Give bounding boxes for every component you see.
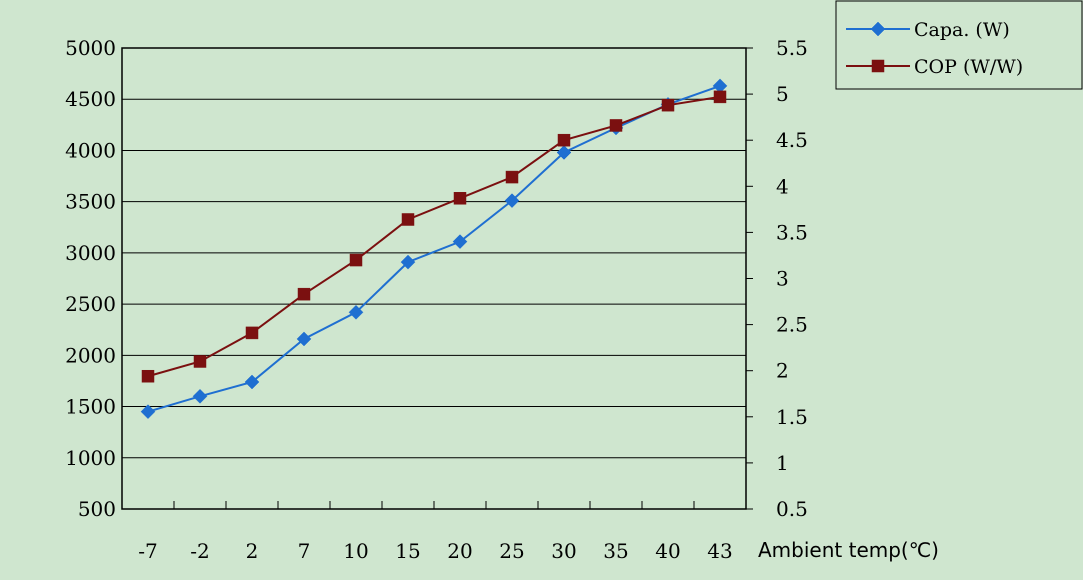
data-point-cop bbox=[297, 287, 311, 301]
y-right-tick-label: 2.5 bbox=[776, 313, 808, 337]
data-point-cop bbox=[401, 213, 415, 226]
legend-marker-capa bbox=[870, 21, 886, 37]
y-right-tick-label: 1 bbox=[776, 451, 789, 475]
x-tick-label: -2 bbox=[190, 539, 209, 563]
x-tick-label: -7 bbox=[138, 539, 157, 563]
x-tick-label: 15 bbox=[395, 539, 420, 563]
data-point-capa bbox=[244, 374, 260, 390]
y-right-tick-label: 1.5 bbox=[776, 405, 808, 429]
y-right-tick-label: 2 bbox=[776, 359, 789, 383]
data-point-capa bbox=[296, 331, 312, 347]
legend-label-cop: COP (W/W) bbox=[914, 56, 1023, 78]
data-point-capa bbox=[400, 254, 416, 270]
data-point-cop bbox=[141, 369, 155, 383]
series bbox=[140, 78, 728, 420]
y-right-tick-label: 5 bbox=[776, 82, 789, 106]
y-left-tick-label: 500 bbox=[78, 497, 116, 521]
x-tick-label: 40 bbox=[655, 539, 680, 563]
data-point-cop bbox=[453, 192, 467, 205]
legend-box bbox=[835, 0, 1083, 90]
y-right-tick-label: 4 bbox=[776, 174, 789, 198]
y-left-tick-label: 4000 bbox=[65, 138, 116, 162]
legend: Capa. (W) COP (W/W) bbox=[835, 0, 1083, 90]
axes: 500 1000 1500 2000 2500 3000 3500 4000 4500 5000 0… bbox=[65, 36, 808, 563]
x-tick-label: 20 bbox=[447, 539, 472, 563]
x-axis-label: Ambient temp(℃) bbox=[758, 538, 939, 562]
y-left-tick-label: 2500 bbox=[65, 292, 116, 316]
legend-marker-cop bbox=[871, 59, 885, 73]
data-point-cop bbox=[245, 326, 259, 340]
x-tick-label: 30 bbox=[551, 539, 576, 563]
y-right-tick-label: 3 bbox=[776, 267, 789, 291]
data-point-cop bbox=[713, 90, 727, 104]
data-point-capa bbox=[192, 388, 208, 404]
y-left-tick-label: 3500 bbox=[65, 190, 116, 214]
legend-label-capa: Capa. (W) bbox=[914, 19, 1010, 41]
y-left-tick-label: 1000 bbox=[65, 446, 116, 470]
y-left-tick-label: 3000 bbox=[65, 241, 116, 265]
y-left-tick-label: 5000 bbox=[65, 36, 116, 60]
x-tick-label: 25 bbox=[499, 539, 524, 563]
data-point-capa bbox=[140, 404, 156, 420]
data-point-cop bbox=[193, 355, 207, 368]
data-point-cop bbox=[661, 98, 675, 112]
data-point-cop bbox=[557, 133, 571, 147]
data-point-capa bbox=[504, 193, 520, 208]
x-tick-label: 2 bbox=[246, 539, 259, 563]
data-point-capa bbox=[348, 304, 364, 320]
data-point-capa bbox=[452, 234, 468, 249]
data-point-capa bbox=[556, 145, 572, 160]
x-tick-label: 7 bbox=[298, 539, 311, 563]
data-point-cop bbox=[609, 119, 623, 132]
y-right-tick-label: 3.5 bbox=[776, 220, 808, 244]
y-right-tick-label: 4.5 bbox=[776, 128, 808, 152]
y-left-tick-label: 2000 bbox=[65, 343, 116, 367]
x-tick-label: 35 bbox=[603, 539, 628, 563]
series-line-capa bbox=[147, 84, 721, 413]
y-right-tick-label: 5.5 bbox=[776, 36, 808, 60]
data-point-cop bbox=[349, 253, 363, 267]
y-left-tick-label: 4500 bbox=[65, 87, 116, 111]
y-right-tick-label: 0.5 bbox=[776, 497, 808, 521]
series-line-cop bbox=[147, 95, 721, 378]
x-tick-label: 43 bbox=[707, 539, 732, 563]
data-point-cop bbox=[505, 170, 519, 184]
x-tick-label: 10 bbox=[343, 539, 368, 563]
y-left-tick-label: 1500 bbox=[65, 395, 116, 419]
gridlines bbox=[122, 98, 746, 459]
